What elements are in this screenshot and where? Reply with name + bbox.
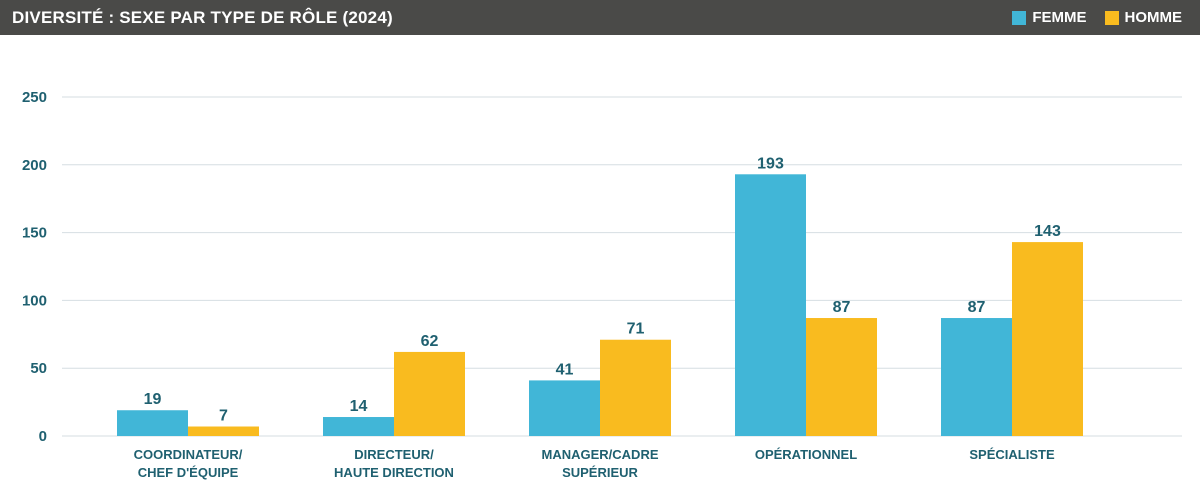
- legend-item-femme: FEMME: [1012, 9, 1087, 26]
- bar-chart: 0 50 100 150 200 250 19 7 COORDINATEUR/CHEF D'ÉQ…: [22, 89, 1182, 480]
- data-label-femme-4: 87: [968, 299, 986, 316]
- legend-label-homme: HOMME: [1124, 9, 1183, 26]
- data-label-homme-2: 71: [627, 321, 645, 338]
- x-category-label: DIRECTEUR/: [354, 447, 434, 462]
- bar-homme-3: [806, 318, 877, 436]
- bar-homme-1: [394, 351, 465, 436]
- bar-femme-0: [117, 410, 188, 436]
- chart-title: DIVERSITÉ : SEXE PAR TYPE DE RÔLE (2024): [12, 8, 393, 27]
- bar-femme-2: [529, 380, 600, 436]
- bar-homme-4: [1012, 242, 1083, 436]
- legend: FEMME HOMME: [1012, 0, 1182, 35]
- bar-homme-0: [188, 426, 259, 436]
- bar-femme-3: [735, 174, 806, 437]
- x-category-label: MANAGER/CADRE: [542, 447, 659, 462]
- y-tick-label: 250: [22, 89, 47, 106]
- data-label-femme-3: 193: [757, 155, 784, 172]
- y-tick-label: 100: [22, 292, 47, 309]
- y-tick-label: 200: [22, 157, 47, 174]
- data-label-homme-1: 62: [421, 333, 439, 350]
- x-category-label: SUPÉRIEUR: [562, 465, 638, 480]
- legend-swatch-homme: [1104, 10, 1119, 25]
- bar-homme-2: [600, 339, 671, 436]
- y-tick-label: 150: [22, 225, 47, 242]
- data-label-femme-2: 41: [556, 361, 574, 378]
- data-label-homme-3: 87: [833, 299, 851, 316]
- x-category-label: COORDINATEUR/: [134, 447, 243, 462]
- legend-label-femme: FEMME: [1032, 9, 1087, 26]
- legend-item-homme: HOMME: [1104, 9, 1183, 26]
- chart-header: DIVERSITÉ : SEXE PAR TYPE DE RÔLE (2024)…: [0, 0, 1200, 35]
- x-category-label: OPÉRATIONNEL: [755, 447, 857, 462]
- bar-femme-1: [323, 417, 394, 436]
- data-label-homme-4: 143: [1034, 223, 1061, 240]
- x-category-label: HAUTE DIRECTION: [334, 465, 454, 480]
- y-tick-label: 50: [30, 360, 47, 377]
- legend-swatch-femme: [1012, 10, 1027, 25]
- bar-femme-4: [941, 318, 1012, 436]
- x-category-label: CHEF D'ÉQUIPE: [138, 465, 239, 480]
- data-label-femme-1: 14: [350, 398, 368, 415]
- data-label-homme-0: 7: [219, 408, 228, 425]
- y-tick-label: 0: [39, 428, 47, 445]
- data-label-femme-0: 19: [144, 391, 162, 408]
- x-category-label: SPÉCIALISTE: [969, 447, 1055, 462]
